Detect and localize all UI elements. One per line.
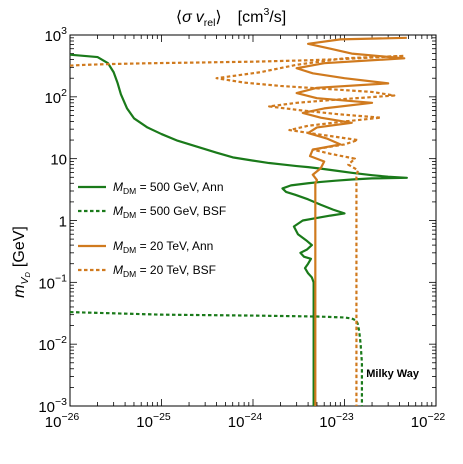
legend-label-orange-ann: MDM = 20 TeV, Ann <box>113 239 213 255</box>
legend-label-green-ann: MDM = 500 GeV, Ann <box>113 180 224 196</box>
legend-3-rest: = 20 TeV, Ann <box>136 239 213 253</box>
x-tick-label: 10−24 <box>228 411 263 431</box>
axis-ticks <box>69 34 437 407</box>
legend-2-rest: = 500 GeV, BSF <box>136 204 226 218</box>
legend-2-m: M <box>113 204 123 218</box>
title-close: ⟩ <box>215 9 221 26</box>
legend: MDM = 500 GeV, Ann MDM = 500 GeV, BSF MD… <box>78 180 226 279</box>
series-line-0 <box>69 53 408 406</box>
legend-1-m: M <box>113 180 123 194</box>
ylabel-m: m <box>11 285 28 298</box>
series-line-2 <box>295 36 407 406</box>
legend-4-rest: = 20 TeV, BSF <box>136 263 216 277</box>
plot-frame <box>69 34 437 407</box>
annotation-milky-way: Milky Way <box>366 368 420 380</box>
title-v: v <box>196 9 205 26</box>
legend-label-green-bsf: MDM = 500 GeV, BSF <box>113 204 226 220</box>
x-tick-label: 10−26 <box>45 411 80 431</box>
y-tick-label: 10−2 <box>38 334 67 354</box>
legend-3-m: M <box>113 239 123 253</box>
legend-3-sub: DM <box>123 245 136 255</box>
x-tick-label: 10−22 <box>411 411 446 431</box>
title-v-sub: rel <box>204 17 216 29</box>
x-tick-label: 10−23 <box>319 411 354 431</box>
series-line-1 <box>69 311 364 406</box>
ylabel-sub-v: V <box>19 277 31 285</box>
y-tick-label: 10−3 <box>38 396 67 416</box>
chart-title: ⟨σ vrel⟩ [cm3/s] <box>176 6 286 29</box>
legend-1-rest: = 500 GeV, Ann <box>136 180 223 194</box>
ylabel-unit: [GeV] <box>11 226 28 267</box>
y-axis-label: mVD [GeV] <box>11 226 32 298</box>
ylabel-sub-d: D <box>23 271 32 277</box>
legend-1-sub: DM <box>123 186 136 196</box>
y-tick-label: 102 <box>44 87 67 107</box>
title-units-sup: 3 <box>263 6 269 18</box>
title-units-post: /s] <box>269 9 286 26</box>
legend-2-sub: DM <box>123 210 136 220</box>
y-tick-label: 1 <box>59 214 67 231</box>
x-tick-label: 10−25 <box>136 411 171 431</box>
title-units-pre: [cm <box>238 9 264 26</box>
title-sigma: σ <box>182 9 193 26</box>
y-tick-label: 10−1 <box>38 272 67 292</box>
y-tick-label: 103 <box>44 25 67 45</box>
legend-label-orange-bsf: MDM = 20 TeV, BSF <box>113 263 216 279</box>
axis-tick-labels: 10−26 10−25 10−24 10−23 10−22 10−3 10−2 10−1 1 10… <box>38 25 445 431</box>
legend-4-sub: DM <box>123 269 136 279</box>
series-line-3 <box>69 54 406 406</box>
legend-4-m: M <box>113 263 123 277</box>
title-open: ⟨ <box>176 9 182 26</box>
y-tick-label: 10 <box>50 152 67 169</box>
series-layer <box>69 36 408 406</box>
